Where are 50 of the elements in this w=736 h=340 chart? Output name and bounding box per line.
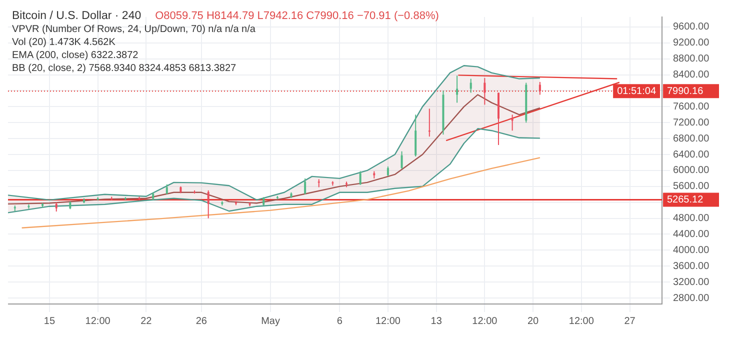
y-tick-label: 2800.00 [673,292,710,304]
x-tick-label: 27 [624,316,636,327]
y-tick-label: 4800.00 [673,213,710,224]
y-tick-label: 4400.00 [673,228,710,240]
y-tick-label: 4000.00 [673,244,710,256]
candlestick [484,77,486,106]
candlestick [359,170,362,186]
annotation: O8059.75 H8144.79 L7942.16 C7990.16 −70.91 (−0.88%) [155,10,439,22]
y-tick-label: 3200.00 [673,276,710,288]
y-tick-label: 5600.00 [673,181,710,192]
annotation: 01:51:04 [617,86,656,97]
annotation: BB (20, close, 2) 7568.9340 8324.4853 6813.3827 [12,62,238,75]
candlestick [538,81,541,96]
y-tick-label: 3600.00 [673,260,710,272]
x-tick-label: 13 [430,316,442,327]
candlestick [207,190,210,219]
candlestick [55,202,58,212]
y-tick-label: 6400.00 [673,149,710,160]
candlestick [386,166,389,177]
ref-line-label: 7990.16 [667,86,704,97]
y-tick-label: 8800.00 [673,54,710,65]
x-tick-label: 22 [140,316,152,327]
y-tick-label: 9600.00 [673,22,710,33]
y-tick-label: 7600.00 [673,101,710,112]
x-tick-label: 12:00 [568,316,594,327]
candlestick [456,75,458,104]
candlestick [166,184,168,195]
y-tick-label: 7200.00 [673,117,710,128]
y-tick-label: 9200.00 [673,38,710,49]
x-tick-label: 12:00 [375,316,401,327]
chart-title: Bitcoin / U.S. Dollar · 240 [12,10,142,22]
x-tick-label: 15 [44,316,56,327]
x-tick-label: May [261,316,280,327]
ref-line-label: 5265.12 [667,194,704,206]
x-tick-label: 6 [336,316,343,327]
candlestick [400,150,403,170]
annotation: Vol (20) 1.473K 4.562K [12,36,116,49]
x-tick-label: 20 [527,316,540,327]
candlestick [304,178,306,195]
y-tick-label: 6800.00 [673,133,710,144]
candlestick [470,78,472,94]
x-tick-label: 12:00 [472,316,498,327]
y-tick-label: 8400.00 [673,70,710,81]
y-tick-label: 6000.00 [673,165,710,176]
annotation: EMA (200, close) 6322.3872 [12,49,140,62]
x-tick-label: 12:00 [85,316,111,327]
candlestick [511,114,514,132]
candlestick [428,108,430,138]
annotation: VPVR (Number Of Rows, 24, Up/Down, 70) n/a n/a n/a [12,23,256,36]
x-tick-label: 26 [196,316,208,327]
